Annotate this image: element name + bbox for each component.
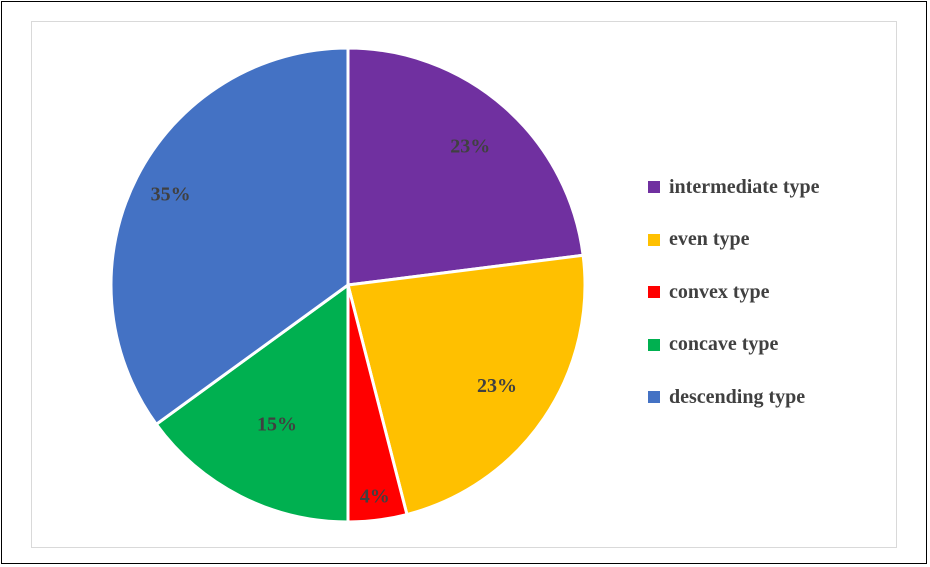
- legend: intermediate type even type convex type con…: [648, 174, 820, 437]
- pie-slice-intermediate-type: [346, 46, 585, 287]
- legend-label: descending type: [669, 385, 806, 408]
- legend-item-intermediate-type: intermediate type: [648, 174, 820, 200]
- legend-swatch: [648, 286, 660, 298]
- pie-slices: [109, 46, 587, 524]
- data-label-concave-type: 15%: [257, 413, 297, 435]
- legend-swatch: [648, 391, 660, 403]
- data-label-convex-type: 4%: [360, 486, 390, 508]
- legend-swatch: [648, 181, 660, 193]
- data-label-even-type: 23%: [477, 375, 517, 397]
- legend-label: concave type: [669, 333, 779, 355]
- pie-data-labels: 23% 23% 4% 15% 35%: [151, 135, 517, 507]
- legend-label: intermediate type: [669, 175, 820, 198]
- legend-item-convex-type: convex type: [648, 279, 820, 305]
- legend-item-descending-type: descending type: [648, 384, 820, 410]
- legend-label: even type: [669, 228, 750, 250]
- legend-item-concave-type: concave type: [648, 332, 820, 358]
- data-label-intermediate-type: 23%: [450, 135, 490, 157]
- data-label-descending-type: 35%: [151, 184, 191, 206]
- legend-swatch: [648, 338, 660, 351]
- pie-slice-descending-type: [109, 46, 350, 426]
- legend-item-even-type: even type: [648, 227, 820, 253]
- legend-swatch: [648, 233, 660, 246]
- pie-slice-concave-type: [154, 283, 350, 524]
- legend-label: convex type: [669, 280, 770, 303]
- pie-slice-even-type: [346, 253, 587, 517]
